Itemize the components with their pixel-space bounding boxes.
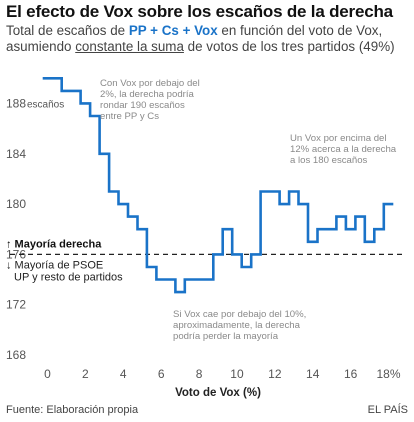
x-tick-label: 0 — [44, 367, 51, 381]
subtitle-text: de votos de los tres partidos (49%) — [183, 39, 395, 54]
y-unit-label: escaños — [27, 99, 64, 110]
x-tick-label: 4 — [120, 367, 127, 381]
x-tick-label: 6 — [158, 367, 165, 381]
seats-step-line — [42, 77, 394, 294]
annotation-line: Un Vox por encima del — [290, 133, 387, 144]
subtitle-line-2: asumiendo constante la suma de votos de … — [6, 39, 395, 55]
x-axis-label: Voto de Vox (%) — [175, 387, 261, 399]
annotation-line: entre PP y Cs — [100, 111, 159, 122]
x-tick-label: 12 — [268, 367, 282, 381]
annotation-line: Con Vox por debajo del — [100, 78, 200, 89]
subtitle-text: en función del voto de Vox, — [217, 23, 383, 38]
y-tick-label: 176 — [6, 247, 26, 261]
annotation-line: a los 180 escaños — [290, 155, 368, 166]
annotation-line: aproximadamente, la derecha — [173, 320, 301, 331]
x-tick-label: 8 — [196, 367, 203, 381]
annotation-line: 2%, la derecha podría — [100, 89, 195, 100]
x-tick-label: 16 — [344, 367, 358, 381]
brand-label: EL PAÍS — [367, 404, 408, 416]
chart-subtitle: Total de escaños de PP + Cs + Vox en fun… — [6, 23, 395, 55]
chart-title: El efecto de Vox sobre los escaños de la… — [6, 2, 393, 21]
subtitle-text: asumiendo — [6, 39, 76, 54]
threshold-label-below: ↓ Mayoría de PSOE — [6, 259, 103, 271]
y-tick-label: 184 — [6, 147, 26, 161]
x-tick-label: 10 — [230, 367, 244, 381]
threshold-label-above: ↑ Mayoría derecha — [6, 238, 102, 250]
subtitle-text: Total de escaños de — [6, 23, 129, 38]
subtitle-line-1: Total de escaños de PP + Cs + Vox en fun… — [6, 23, 395, 39]
y-tick-label: 168 — [6, 348, 26, 362]
x-tick-label: 2 — [82, 367, 89, 381]
x-tick-label: 18% — [377, 367, 401, 381]
annotation-line: rondar 190 escaños — [100, 100, 185, 111]
subtitle-highlight: PP + Cs + Vox — [128, 23, 218, 38]
source-note: Fuente: Elaboración propia — [6, 404, 139, 416]
annotation-line: Si Vox cae por debajo del 10%, — [173, 309, 306, 320]
annotation-line: 12% acerca a la derecha — [290, 144, 397, 155]
subtitle-underline: constante la suma — [75, 39, 184, 54]
x-tick-label: 14 — [306, 367, 320, 381]
y-tick-label: 180 — [6, 197, 26, 211]
y-tick-label: 188 — [6, 96, 26, 110]
annotation-line: podría perder la mayoría — [173, 331, 279, 342]
y-tick-label: 172 — [6, 298, 26, 312]
threshold-label-below: UP y resto de partidos — [14, 271, 123, 283]
